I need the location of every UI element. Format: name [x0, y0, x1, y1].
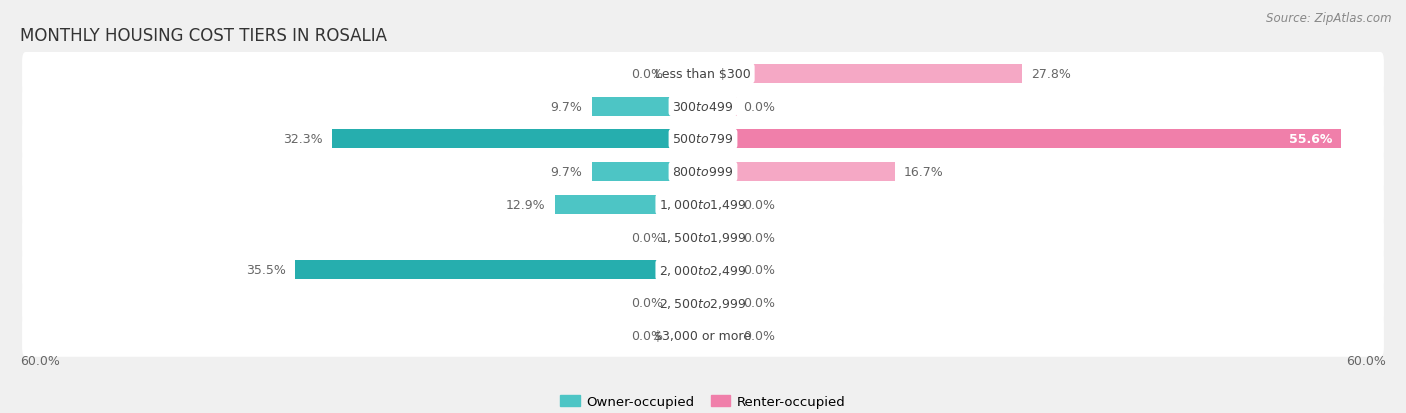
- Bar: [703, 64, 1022, 83]
- Bar: [592, 97, 703, 116]
- Bar: [669, 326, 703, 345]
- Text: $800 to $999: $800 to $999: [672, 166, 734, 179]
- Text: $3,000 or more: $3,000 or more: [655, 329, 751, 342]
- Text: 0.0%: 0.0%: [631, 329, 662, 342]
- FancyBboxPatch shape: [22, 282, 1384, 324]
- Text: Less than $300: Less than $300: [655, 68, 751, 81]
- Text: 0.0%: 0.0%: [744, 231, 775, 244]
- Text: Source: ZipAtlas.com: Source: ZipAtlas.com: [1267, 12, 1392, 25]
- Bar: [555, 195, 703, 214]
- FancyBboxPatch shape: [22, 249, 1384, 292]
- Text: 60.0%: 60.0%: [1347, 354, 1386, 367]
- Text: 0.0%: 0.0%: [631, 68, 662, 81]
- Text: 0.0%: 0.0%: [744, 198, 775, 211]
- Bar: [669, 64, 703, 83]
- FancyBboxPatch shape: [22, 53, 1384, 95]
- Text: 0.0%: 0.0%: [744, 329, 775, 342]
- Bar: [555, 195, 703, 214]
- Text: 0.0%: 0.0%: [744, 100, 775, 113]
- Bar: [295, 261, 703, 280]
- Text: $1,500 to $1,999: $1,500 to $1,999: [659, 230, 747, 244]
- Text: 35.5%: 35.5%: [246, 264, 287, 277]
- Text: 32.3%: 32.3%: [284, 133, 323, 146]
- Bar: [332, 130, 703, 149]
- Bar: [592, 97, 703, 116]
- Text: 9.7%: 9.7%: [551, 166, 582, 179]
- Text: $2,500 to $2,999: $2,500 to $2,999: [659, 296, 747, 310]
- Bar: [703, 326, 738, 345]
- Bar: [703, 130, 1341, 149]
- Text: 0.0%: 0.0%: [744, 297, 775, 309]
- Text: $300 to $499: $300 to $499: [672, 100, 734, 113]
- Bar: [703, 261, 738, 280]
- Text: $2,000 to $2,499: $2,000 to $2,499: [659, 263, 747, 277]
- Bar: [669, 294, 703, 312]
- Text: 55.6%: 55.6%: [1289, 133, 1333, 146]
- Text: 9.7%: 9.7%: [551, 100, 582, 113]
- FancyBboxPatch shape: [22, 151, 1384, 193]
- FancyBboxPatch shape: [22, 85, 1384, 128]
- Bar: [703, 195, 738, 214]
- FancyBboxPatch shape: [22, 118, 1384, 161]
- Text: 60.0%: 60.0%: [20, 354, 59, 367]
- Bar: [703, 228, 738, 247]
- Text: $500 to $799: $500 to $799: [672, 133, 734, 146]
- Text: MONTHLY HOUSING COST TIERS IN ROSALIA: MONTHLY HOUSING COST TIERS IN ROSALIA: [20, 27, 387, 45]
- Bar: [703, 64, 1022, 83]
- FancyBboxPatch shape: [22, 216, 1384, 259]
- Bar: [703, 130, 1341, 149]
- Legend: Owner-occupied, Renter-occupied: Owner-occupied, Renter-occupied: [555, 389, 851, 413]
- FancyBboxPatch shape: [22, 184, 1384, 226]
- Text: 16.7%: 16.7%: [904, 166, 943, 179]
- Bar: [703, 97, 738, 116]
- Text: 0.0%: 0.0%: [744, 264, 775, 277]
- Text: $1,000 to $1,499: $1,000 to $1,499: [659, 198, 747, 212]
- Bar: [592, 163, 703, 182]
- Bar: [295, 261, 703, 280]
- Bar: [703, 163, 894, 182]
- Bar: [592, 163, 703, 182]
- Bar: [703, 294, 738, 312]
- Text: 0.0%: 0.0%: [631, 297, 662, 309]
- Text: 12.9%: 12.9%: [506, 198, 546, 211]
- FancyBboxPatch shape: [22, 314, 1384, 357]
- Bar: [332, 130, 703, 149]
- Bar: [669, 228, 703, 247]
- Bar: [703, 163, 894, 182]
- Text: 27.8%: 27.8%: [1032, 68, 1071, 81]
- Text: 0.0%: 0.0%: [631, 231, 662, 244]
